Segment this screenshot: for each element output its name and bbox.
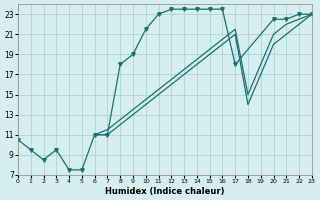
X-axis label: Humidex (Indice chaleur): Humidex (Indice chaleur) [105,187,225,196]
